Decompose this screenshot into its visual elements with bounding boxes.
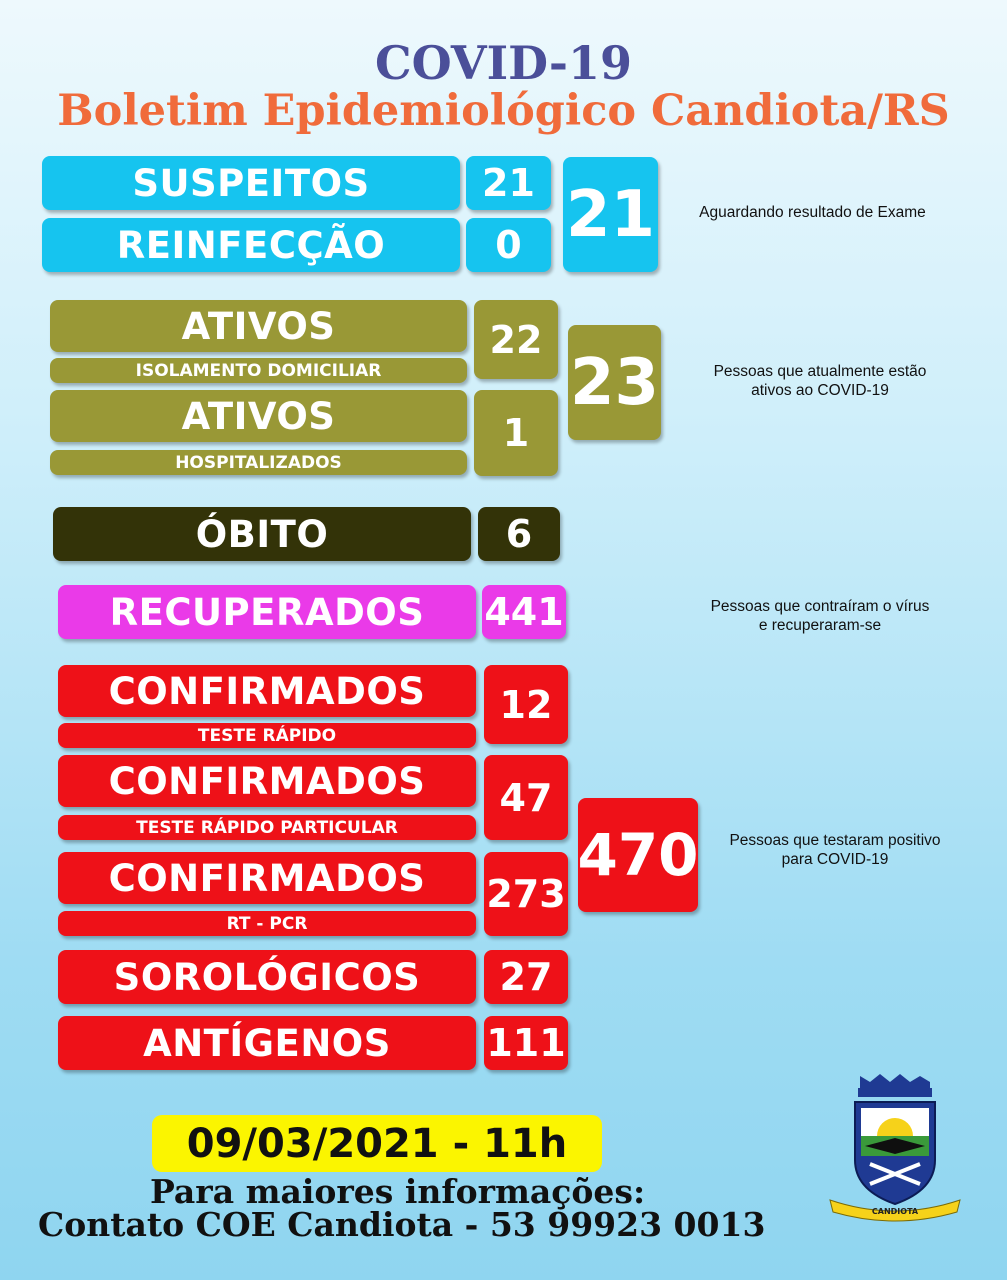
ativos-hospitalizados-sub: HOSPITALIZADOS xyxy=(50,450,467,475)
obito-value: 6 xyxy=(478,507,560,561)
page-subtitle: Boletim Epidemiológico Candiota/RS xyxy=(57,86,950,136)
confirmados-total: 470 xyxy=(577,798,699,912)
confirmados-rapido-sub: TESTE RÁPIDO xyxy=(58,723,476,748)
crest-text: CANDIOTA xyxy=(872,1207,919,1216)
confirmados-pcr-label: CONFIRMADOS xyxy=(58,852,476,904)
ativos-hospitalizados-label: ATIVOS xyxy=(50,390,467,442)
obito-label: ÓBITO xyxy=(53,507,471,561)
sorologicos-label: SOROLÓGICOS xyxy=(58,950,476,1004)
ativos-domiciliar-label: ATIVOS xyxy=(50,300,467,352)
antigenos-label: ANTÍGENOS xyxy=(58,1016,476,1070)
ativos-domiciliar-sub: ISOLAMENTO DOMICILIAR xyxy=(50,358,467,383)
report-date: 09/03/2021 - 11h xyxy=(152,1115,602,1172)
recuperados-label: RECUPERADOS xyxy=(58,585,476,639)
confirmados-particular-value: 47 xyxy=(484,755,568,840)
suspeitos-note: Aguardando resultado de Exame xyxy=(699,204,926,221)
info-line-1: Para maiores informações: xyxy=(150,1172,646,1211)
confirmados-pcr-value: 273 xyxy=(484,852,568,936)
reinfeccao-label: REINFECÇÃO xyxy=(42,218,460,272)
sorologicos-value: 27 xyxy=(484,950,568,1004)
ativos-note: Pessoas que atualmente estão ativos ao C… xyxy=(713,363,927,399)
confirmados-particular-sub: TESTE RÁPIDO PARTICULAR xyxy=(58,815,476,840)
ativos-domiciliar-value: 22 xyxy=(474,300,558,379)
suspeitos-label: SUSPEITOS xyxy=(42,156,460,210)
ativos-total: 23 xyxy=(568,325,661,440)
suspeitos-value: 21 xyxy=(466,156,551,210)
confirmados-rapido-value: 12 xyxy=(484,665,568,744)
page-title: COVID-19 xyxy=(375,36,632,90)
antigenos-value: 111 xyxy=(484,1016,568,1070)
confirmados-particular-label: CONFIRMADOS xyxy=(58,755,476,807)
confirmados-pcr-sub: RT - PCR xyxy=(58,911,476,936)
info-line-2: Contato COE Candiota - 53 99923 0013 xyxy=(38,1205,766,1244)
confirmados-note: Pessoas que testaram positivo para COVID… xyxy=(729,832,941,868)
municipal-crest-icon: CANDIOTA xyxy=(829,1074,961,1222)
suspeitos-total: 21 xyxy=(563,157,658,272)
recuperados-note: Pessoas que contraíram o vírus e recuper… xyxy=(710,598,930,634)
recuperados-value: 441 xyxy=(482,585,566,639)
reinfeccao-value: 0 xyxy=(466,218,551,272)
ativos-hospitalizados-value: 1 xyxy=(474,390,558,476)
confirmados-rapido-label: CONFIRMADOS xyxy=(58,665,476,717)
